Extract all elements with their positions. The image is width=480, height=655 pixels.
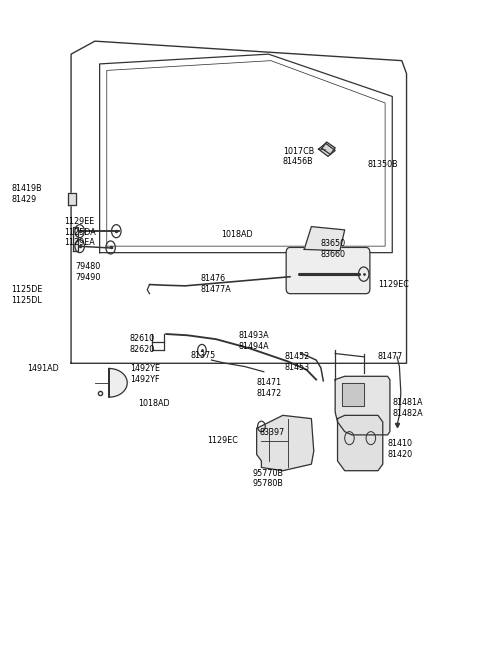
Polygon shape: [68, 193, 76, 205]
Text: 1129EC: 1129EC: [378, 280, 409, 289]
Polygon shape: [342, 383, 364, 405]
Polygon shape: [335, 377, 390, 435]
Text: 81375: 81375: [190, 351, 216, 360]
Polygon shape: [322, 142, 335, 155]
Polygon shape: [257, 415, 314, 471]
Text: 1018AD: 1018AD: [138, 399, 169, 408]
Text: 95770B
95780B: 95770B 95780B: [253, 469, 284, 489]
Text: 1491AD: 1491AD: [27, 364, 59, 373]
Text: 79480
79490: 79480 79490: [76, 263, 101, 282]
Text: 82610
82620: 82610 82620: [130, 334, 155, 354]
Text: 81410
81420: 81410 81420: [387, 440, 413, 459]
Text: 81419B
81429: 81419B 81429: [12, 184, 42, 204]
Text: 1125DE
1125DL: 1125DE 1125DL: [12, 285, 43, 305]
Text: 81452
81453: 81452 81453: [284, 352, 310, 372]
Text: 1129EC: 1129EC: [207, 436, 238, 445]
Text: 81477: 81477: [378, 352, 403, 361]
Polygon shape: [337, 415, 383, 471]
Text: 81471
81472: 81471 81472: [257, 379, 282, 398]
Text: 81476
81477A: 81476 81477A: [201, 274, 232, 294]
Polygon shape: [72, 227, 78, 251]
Polygon shape: [319, 143, 335, 157]
Text: 1018AD: 1018AD: [221, 230, 252, 239]
Text: 81481A
81482A: 81481A 81482A: [392, 398, 423, 417]
Polygon shape: [109, 369, 127, 397]
Text: 83650
83660: 83650 83660: [321, 239, 346, 259]
Polygon shape: [304, 227, 345, 251]
Text: 81350B: 81350B: [368, 160, 398, 168]
Text: 83397: 83397: [259, 428, 284, 438]
Text: 81493A
81494A: 81493A 81494A: [238, 331, 269, 351]
Text: 1129EE
1125DA
1129EA: 1129EE 1125DA 1129EA: [64, 217, 96, 248]
FancyBboxPatch shape: [286, 248, 370, 293]
Text: 1492YE
1492YF: 1492YE 1492YF: [131, 364, 160, 384]
Text: 1017CB
81456B: 1017CB 81456B: [283, 147, 314, 166]
